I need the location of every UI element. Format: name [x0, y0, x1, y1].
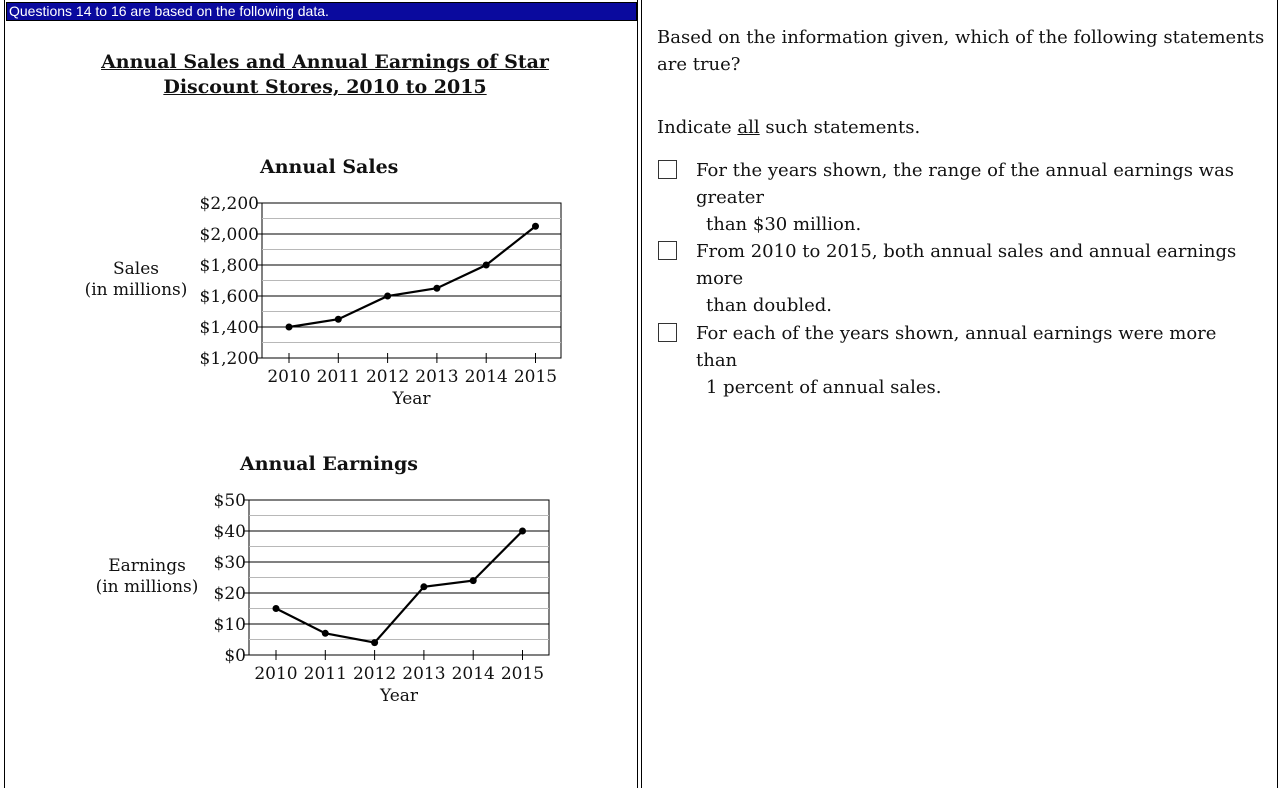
option-b-checkbox[interactable] — [658, 241, 677, 260]
sales-y-axis-label-line1: Sales — [112, 259, 159, 279]
sales-series-line — [288, 225, 537, 329]
earnings-data-point — [321, 629, 329, 637]
sales-y-tick-label: $1,600 — [200, 287, 259, 307]
earnings-data-point — [420, 583, 428, 591]
data-pane: Questions 14 to 16 are based on the foll… — [4, 0, 638, 788]
earnings-data-point — [371, 639, 379, 647]
earnings-y-tick-label: $40 — [214, 522, 246, 542]
sales-y-tick-label: $2,000 — [200, 225, 259, 245]
option-a-checkbox[interactable] — [658, 160, 677, 179]
option-c-line1: For each of the years shown, annual earn… — [696, 323, 1217, 371]
earnings-y-tick-label: $0 — [224, 646, 246, 666]
sales-x-tick-label: 2014 — [465, 367, 508, 387]
earnings-y-tick-label: $30 — [214, 553, 246, 573]
sales-data-point — [532, 222, 539, 230]
data-set-title: Annual Sales and Annual Earnings of Star… — [101, 51, 549, 98]
sales-data-point — [384, 292, 392, 300]
earnings-x-axis-title: Year — [379, 686, 419, 706]
option-c-text: For each of the years shown, annual earn… — [696, 320, 1258, 401]
sales-y-tick-label: $2,200 — [200, 194, 259, 214]
sales-x-tick-label: 2012 — [366, 367, 409, 387]
instruction-emphasis: all — [737, 117, 760, 138]
earnings-y-tick-label: $50 — [214, 491, 246, 511]
earnings-series-line — [275, 530, 524, 644]
sales-y-axis-label-line2: (in millions) — [84, 280, 188, 300]
option-b-line1: From 2010 to 2015, both annual sales and… — [696, 241, 1237, 289]
questions-header: Questions 14 to 16 are based on the foll… — [6, 2, 637, 21]
earnings-data-point — [469, 577, 477, 585]
sales-y-tick-label: $1,200 — [200, 349, 259, 369]
option-c-line2: 1 percent of annual sales. — [706, 377, 942, 398]
question-prompt: Based on the information given, which of… — [657, 27, 1265, 75]
instruction-text: Indicate — [657, 117, 738, 138]
sales-plot: $1,200 $1,400 $1,600 $1,800 $2,000 $2,200 2010… — [200, 194, 562, 409]
earnings-y-axis-label: Earnings (in millions) — [91, 556, 203, 598]
sales-y-axis-label: Sales (in millions) — [81, 259, 191, 301]
answer-option-b[interactable]: From 2010 to 2015, both annual sales and… — [658, 238, 1258, 319]
option-a-line1: For the years shown, the range of the an… — [696, 160, 1235, 208]
sales-x-tick-label: 2010 — [267, 367, 310, 387]
sales-x-tick-label: 2015 — [514, 367, 557, 387]
sales-chart: $1,200 $1,400 $1,600 $1,800 $2,000 $2,200 2010… — [200, 194, 562, 409]
earnings-x-tick-label: 2010 — [254, 664, 297, 684]
option-c-checkbox[interactable] — [658, 323, 677, 342]
sales-data-point — [482, 261, 490, 269]
option-b-line2: than doubled. — [706, 295, 832, 316]
option-a-text: For the years shown, the range of the an… — [696, 157, 1258, 238]
earnings-y-axis-label-line2: (in millions) — [95, 577, 199, 597]
answer-option-a[interactable]: For the years shown, the range of the an… — [658, 157, 1258, 238]
earnings-data-point — [272, 605, 280, 612]
sales-chart-title: Annual Sales — [260, 156, 399, 178]
sales-x-tick-label: 2013 — [415, 367, 458, 387]
option-a-line2: than $30 million. — [706, 214, 862, 235]
sales-data-point — [334, 315, 342, 323]
instruction-text-end: such statements. — [759, 117, 921, 138]
sales-y-tick-label: $1,400 — [200, 318, 259, 338]
sales-x-tick-label: 2011 — [317, 367, 360, 387]
option-b-text: From 2010 to 2015, both annual sales and… — [696, 238, 1258, 319]
earnings-plot: $0 $10 $20 $30 $40 $50 2010 2011 2012 2013 2014 201… — [214, 491, 550, 706]
earnings-x-tick-label: 2013 — [402, 664, 445, 684]
question-instruction: Indicate all such statements. — [657, 117, 920, 138]
earnings-chart: $0 $10 $20 $30 $40 $50 2010 2011 2012 2013 2014 201… — [214, 491, 550, 706]
earnings-x-tick-label: 2014 — [452, 664, 495, 684]
sales-y-tick-label: $1,800 — [200, 256, 259, 276]
earnings-x-tick-label: 2012 — [353, 664, 396, 684]
sales-data-point — [433, 284, 441, 292]
question-pane: Based on the information given, which of… — [641, 0, 1278, 788]
earnings-data-point — [519, 527, 526, 535]
earnings-chart-title: Annual Earnings — [240, 453, 418, 475]
sales-data-point — [285, 323, 293, 331]
earnings-x-tick-label: 2015 — [501, 664, 544, 684]
earnings-y-tick-label: $10 — [214, 615, 246, 635]
earnings-y-tick-label: $20 — [214, 584, 246, 604]
earnings-x-tick-label: 2011 — [304, 664, 347, 684]
answer-option-c[interactable]: For each of the years shown, annual earn… — [658, 320, 1258, 401]
earnings-y-axis-label-line1: Earnings — [108, 556, 186, 576]
sales-x-axis-title: Year — [391, 389, 431, 409]
